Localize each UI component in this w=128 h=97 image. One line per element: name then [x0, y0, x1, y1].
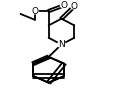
- Text: O: O: [61, 1, 67, 10]
- Circle shape: [58, 42, 65, 47]
- Text: O: O: [31, 7, 38, 16]
- Circle shape: [60, 3, 68, 8]
- Text: O: O: [71, 2, 78, 11]
- Text: N: N: [58, 40, 65, 49]
- Circle shape: [31, 8, 38, 14]
- Circle shape: [71, 4, 78, 9]
